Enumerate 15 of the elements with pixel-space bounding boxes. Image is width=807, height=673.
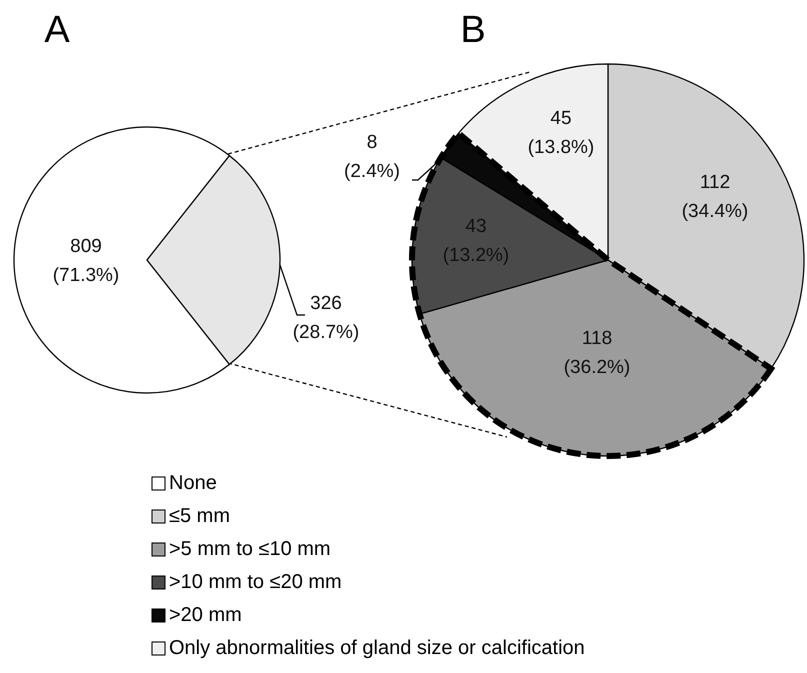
data-label: 43 (13.2%) (442, 216, 510, 266)
legend-label: >10 mm to ≤20 mm (169, 571, 342, 593)
legend-label: >5 mm to ≤10 mm (169, 538, 331, 560)
data-label: 45 (13.8%) (528, 108, 594, 158)
data-label: 118 (36.2%) (564, 328, 630, 378)
data-label: 112 (34.4%) (682, 172, 748, 222)
data-label: 8 (2.4%) (344, 132, 400, 182)
data-label: 326 (28.7%) (292, 293, 360, 343)
chart-title: A (44, 9, 70, 51)
legend-label: >20 mm (169, 604, 242, 626)
legend-label: Only abnormalities of gland size or calcification (169, 637, 585, 659)
chart-title: B (460, 9, 486, 51)
legend-label: None (169, 472, 217, 494)
legend-label: ≤5 mm (169, 505, 230, 527)
data-label: 809 (71.3%) (52, 236, 120, 286)
